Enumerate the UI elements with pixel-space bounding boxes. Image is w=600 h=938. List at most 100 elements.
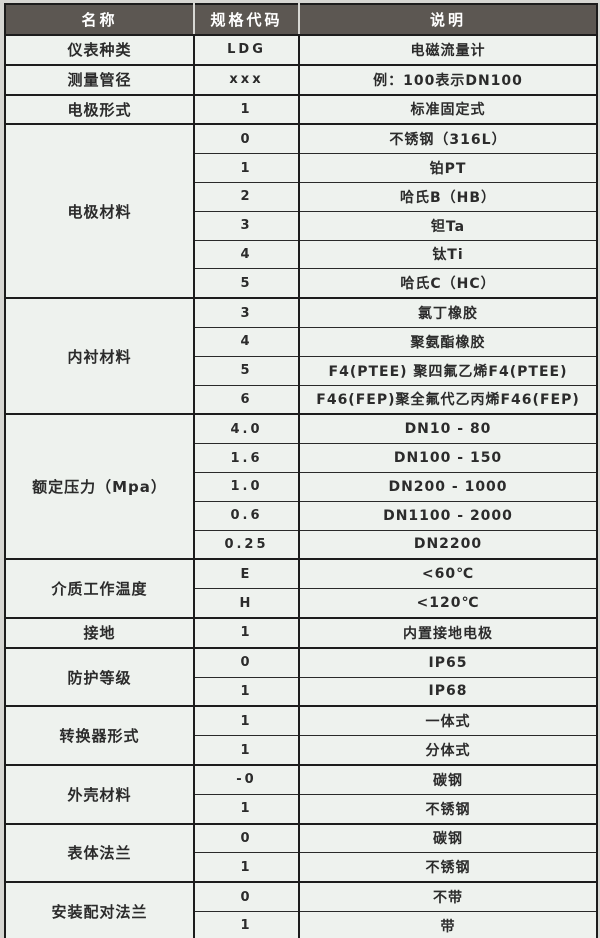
table-row: 5 哈氏C（HC） (5, 268, 597, 299)
desc-cell: <120℃ (299, 588, 597, 618)
table-row: 表体法兰 0 碳钢 (5, 822, 597, 883)
table-row: 1 不锈钢 (5, 852, 597, 883)
group-name-cell: 电极材料 (5, 123, 195, 299)
code-cell: 2 (194, 181, 300, 212)
table-row: 防护等级 0 IP65 (5, 646, 597, 707)
code-cell: 1 (194, 852, 300, 883)
desc-cell: 钽Ta (299, 210, 597, 241)
code-cell: 1 (194, 793, 300, 824)
table-row: 仪表种类 LDG 电磁流量计 (5, 35, 597, 65)
table-row: 4 钛Ti (5, 239, 597, 269)
code-cell: H (194, 588, 300, 618)
table-row: 介质工作温度 E <60℃ (5, 558, 597, 618)
desc-cell: 不锈钢（316L） (299, 123, 597, 154)
desc-cell: 铂PT (299, 153, 597, 183)
desc-cell: 哈氏C（HC） (299, 268, 597, 299)
code-cell: 1 (194, 93, 300, 125)
desc-cell: 一体式 (299, 705, 597, 736)
desc-cell: 钛Ti (299, 239, 597, 269)
table-row: 1 分体式 (5, 735, 597, 765)
table-row: 内衬材料 3 氯丁橡胶 (5, 297, 597, 415)
desc-cell: 氯丁橡胶 (299, 297, 597, 328)
table-row: 1 IP68 (5, 676, 597, 707)
table-row: 外壳材料 -0 碳钢 (5, 763, 597, 824)
header-cell: 名称 (5, 4, 194, 36)
group-name-cell: 额定压力（Mpa） (5, 413, 195, 560)
code-cell: 4 (194, 239, 300, 269)
table-header-row: 名称 规格代码 说明 (5, 4, 597, 36)
code-cell: -0 (194, 763, 300, 795)
code-cell: 0 (194, 822, 300, 853)
group-name-cell: 测量管径 (5, 63, 195, 95)
desc-cell: DN100 - 150 (299, 443, 597, 473)
desc-cell: DN2200 (299, 529, 597, 560)
table-row: 额定压力（Mpa） 4.0 DN10 - 80 (5, 413, 597, 560)
table-row: 3 钽Ta (5, 210, 597, 241)
table-row: 1.6 DN100 - 150 (5, 443, 597, 473)
desc-cell: F46(FEP)聚全氟代乙丙烯F46(FEP) (299, 384, 597, 415)
desc-cell: IP65 (299, 646, 597, 678)
table-row: 0.25 DN2200 (5, 529, 597, 560)
table-row: 电极形式 1 标准固定式 (5, 93, 597, 125)
group-name-cell: 防护等级 (5, 646, 195, 707)
group-name-cell: 表体法兰 (5, 822, 195, 883)
spec-table-body: 仪表种类 LDG 电磁流量计 测量管径 xxx 例：100表示DN100 电极形式 1 标准固定… (5, 35, 597, 938)
table-row: 6 F46(FEP)聚全氟代乙丙烯F46(FEP) (5, 384, 597, 415)
code-cell: xxx (194, 63, 300, 95)
code-cell: 1.6 (194, 443, 300, 473)
desc-cell: 电磁流量计 (299, 35, 597, 65)
desc-cell: DN1100 - 2000 (299, 500, 597, 531)
code-cell: 0 (194, 646, 300, 678)
desc-cell: 碳钢 (299, 822, 597, 853)
code-cell: 0 (194, 123, 300, 154)
table-row: 测量管径 xxx 例：100表示DN100 (5, 63, 597, 95)
table-row: 5 F4(PTEE) 聚四氟乙烯F4(PTEE) (5, 355, 597, 386)
group-name-cell: 接地 (5, 616, 195, 648)
code-cell: 3 (194, 210, 300, 241)
header-cell: 规格代码 (193, 4, 299, 36)
group-name-cell: 内衬材料 (5, 297, 195, 415)
code-cell: 6 (194, 384, 300, 415)
desc-cell: 碳钢 (299, 763, 597, 795)
code-cell: 4.0 (194, 413, 300, 444)
spec-table: 名称 规格代码 说明 仪表种类 LDG 电磁流量计 测量管径 xxx 例：100表示DN100… (4, 3, 598, 938)
group-name-cell: 介质工作温度 (5, 558, 195, 618)
code-cell: 1 (194, 735, 300, 765)
desc-cell: 不锈钢 (299, 793, 597, 824)
desc-cell: 哈氏B（HB） (299, 181, 597, 212)
group-name-cell: 仪表种类 (5, 35, 195, 65)
desc-cell: 聚氨酯橡胶 (299, 326, 597, 357)
table-row: 2 哈氏B（HB） (5, 181, 597, 212)
spec-table-head: 名称 规格代码 说明 (5, 4, 597, 36)
table-row: 1 不锈钢 (5, 793, 597, 824)
desc-cell: F4(PTEE) 聚四氟乙烯F4(PTEE) (299, 355, 597, 386)
desc-cell: DN10 - 80 (299, 413, 597, 444)
group-name-cell: 外壳材料 (5, 763, 195, 824)
desc-cell: DN200 - 1000 (299, 471, 597, 502)
table-row: H <120℃ (5, 588, 597, 618)
desc-cell: 标准固定式 (299, 93, 597, 125)
header-cell: 说明 (298, 4, 597, 36)
table-row: 转换器形式 1 一体式 (5, 705, 597, 765)
desc-cell: IP68 (299, 676, 597, 707)
table-row: 安装配对法兰 0 不带 (5, 881, 597, 938)
desc-cell: <60℃ (299, 558, 597, 589)
code-cell: 3 (194, 297, 300, 328)
table-row: 接地 1 内置接地电极 (5, 616, 597, 648)
code-cell: 1 (194, 705, 300, 736)
table-row: 1 铂PT (5, 153, 597, 183)
group-name-cell: 转换器形式 (5, 705, 195, 765)
desc-cell: 不带 (299, 881, 597, 912)
code-cell: 5 (194, 268, 300, 299)
code-cell: 1 (194, 910, 300, 938)
table-row: 4 聚氨酯橡胶 (5, 326, 597, 357)
group-name-cell: 电极形式 (5, 93, 195, 125)
table-row: 1.0 DN200 - 1000 (5, 471, 597, 502)
table-row: 电极材料 0 不锈钢（316L） (5, 123, 597, 299)
desc-cell: 带 (299, 910, 597, 938)
code-cell: 0.6 (194, 500, 300, 531)
code-cell: 4 (194, 326, 300, 357)
desc-cell: 内置接地电极 (299, 616, 597, 648)
